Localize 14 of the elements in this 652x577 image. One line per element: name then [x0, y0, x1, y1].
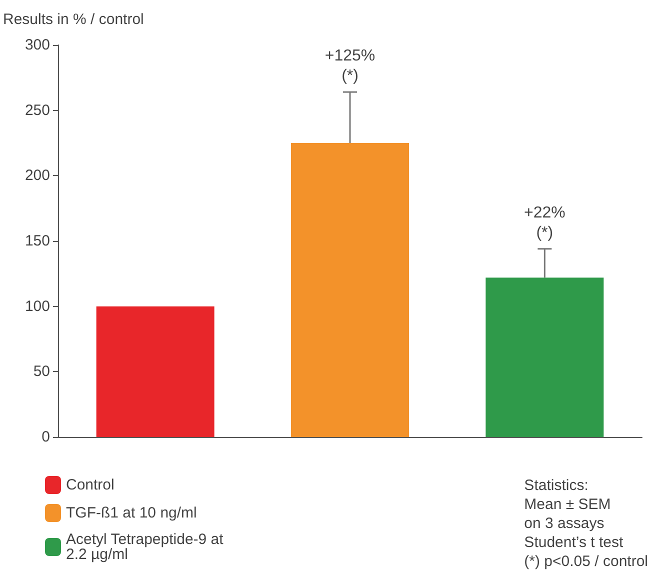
text: Statistics: Mean ± SEM on 3 assays Student’s t test (*) p<0.05 / control [524, 477, 648, 570]
y-tick-label: 0 [42, 428, 50, 446]
y-tick-label: 200 [24, 167, 50, 184]
annotation: +22% (*) [524, 204, 566, 242]
legend-label: Acetyl Tetrapeptide-9 at 2.2 µg/ml [66, 531, 228, 563]
annotation: +125% (*) [324, 48, 376, 85]
y-axis-title: Results in % / control [3, 11, 144, 28]
legend-label: Control [66, 476, 114, 494]
y-tick-label: 250 [24, 102, 50, 119]
y-tick-label: 300 [24, 36, 50, 54]
y-tick-label: 50 [33, 363, 50, 380]
y-tick-label: 100 [24, 298, 50, 315]
legend-label: TGF-ß1 at 10 ng/ml [66, 504, 197, 522]
y-tick-label: 150 [24, 232, 50, 250]
